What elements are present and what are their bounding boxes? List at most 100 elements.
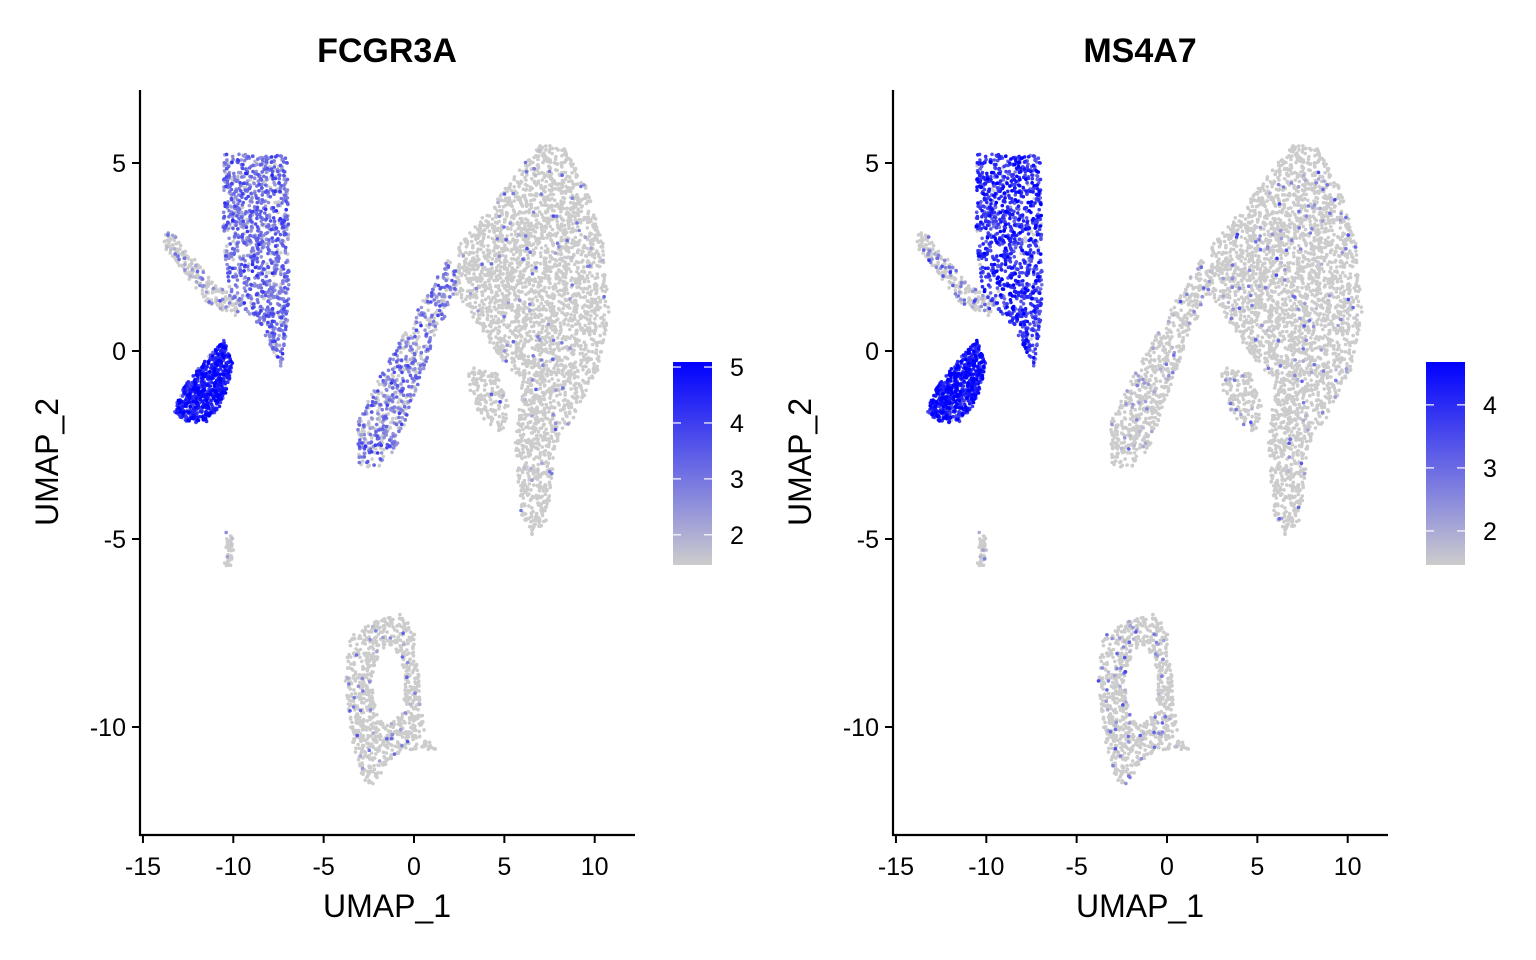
- cell-point: [500, 291, 505, 296]
- cell-point: [510, 351, 515, 356]
- cell-point: [540, 445, 545, 449]
- cell-point: [414, 736, 418, 740]
- cell-point: [554, 258, 559, 263]
- cell-point: [524, 445, 528, 449]
- cell-point: [542, 499, 546, 504]
- cell-point: [557, 292, 562, 297]
- cell-point: [408, 657, 412, 662]
- cell-point: [467, 372, 471, 376]
- cell-point: [389, 756, 394, 761]
- cell-point: [354, 713, 359, 717]
- cell-point: [563, 390, 567, 395]
- cell-point: [500, 389, 505, 394]
- cell-point: [501, 415, 506, 420]
- cell-point: [510, 356, 514, 361]
- cell-point: [499, 346, 504, 350]
- cell-point: [372, 659, 377, 663]
- cell-point: [362, 701, 366, 705]
- cell-point: [514, 350, 518, 355]
- cell-point: [547, 379, 551, 384]
- cell-point: [408, 662, 413, 666]
- cell-point: [525, 253, 530, 257]
- cell-point: [540, 170, 544, 175]
- cell-point: [369, 694, 374, 699]
- cell-point: [598, 255, 602, 260]
- cell-point: [348, 715, 353, 720]
- cell-point: [411, 707, 416, 711]
- cell-point: [582, 347, 587, 352]
- cell-point: [507, 291, 512, 296]
- cell-point: [555, 219, 559, 224]
- cell-point: [512, 291, 517, 295]
- cell-point: [168, 237, 172, 241]
- cell-point: [579, 343, 583, 348]
- cell-point: [572, 166, 577, 171]
- cell-point: [404, 669, 409, 673]
- cell-point: [403, 331, 408, 335]
- cell-point: [574, 397, 578, 402]
- cell-point: [187, 277, 192, 281]
- cell-point: [485, 329, 489, 334]
- cell-point: [496, 337, 501, 341]
- cell-point: [518, 278, 523, 283]
- cell-point: [544, 489, 548, 493]
- cell-point: [468, 250, 472, 255]
- cell-point: [568, 381, 573, 385]
- cell-point: [497, 325, 502, 329]
- cell-point: [555, 438, 560, 443]
- cell-point: [230, 177, 234, 182]
- cell-point: [543, 453, 547, 457]
- cell-point: [387, 384, 392, 389]
- cell-point: [194, 263, 198, 268]
- cell-point: [472, 260, 477, 264]
- cell-point: [484, 399, 488, 404]
- cell-point: [422, 728, 426, 732]
- cell-point: [562, 255, 567, 260]
- cell-point: [570, 241, 574, 246]
- cell-point: [544, 427, 548, 432]
- cell-point: [534, 218, 539, 222]
- cell-point: [381, 635, 385, 640]
- cell-point: [375, 649, 379, 654]
- cell-point: [486, 279, 491, 283]
- cell-point: [486, 259, 491, 263]
- cell-point: [534, 338, 539, 343]
- cell-point: [547, 406, 552, 411]
- cell-point: [538, 251, 543, 255]
- cell-point: [359, 432, 363, 437]
- cell-point: [533, 173, 538, 177]
- cell-point: [510, 302, 514, 307]
- cell-point: [544, 359, 549, 364]
- cell-point: [227, 284, 232, 289]
- cell-point: [254, 162, 259, 167]
- cell-point: [600, 285, 604, 290]
- cell-point: [381, 739, 385, 743]
- cell-point: [278, 320, 283, 325]
- cell-point: [581, 330, 586, 334]
- cell-point: [527, 275, 531, 280]
- cell-point: [400, 715, 404, 719]
- cell-point: [404, 694, 408, 699]
- cell-point: [486, 251, 491, 256]
- cell-point: [539, 225, 544, 229]
- cell-point: [576, 224, 580, 229]
- cell-point: [578, 295, 583, 299]
- cell-point: [374, 635, 379, 639]
- cell-point: [569, 402, 574, 406]
- cell-point: [235, 248, 240, 253]
- cell-point: [516, 421, 520, 426]
- cell-point: [414, 685, 419, 689]
- cell-point: [396, 374, 401, 378]
- cell-point: [491, 374, 495, 379]
- cell-point: [522, 368, 527, 373]
- cell-point: [502, 284, 506, 288]
- cell-point: [542, 262, 547, 267]
- cell-point: [389, 420, 393, 425]
- cell-point: [538, 312, 542, 317]
- cell-point: [493, 412, 498, 417]
- cell-point: [370, 457, 374, 461]
- cell-point: [511, 277, 515, 282]
- cell-point: [565, 267, 569, 271]
- cell-point: [528, 231, 533, 236]
- cell-point: [579, 386, 584, 390]
